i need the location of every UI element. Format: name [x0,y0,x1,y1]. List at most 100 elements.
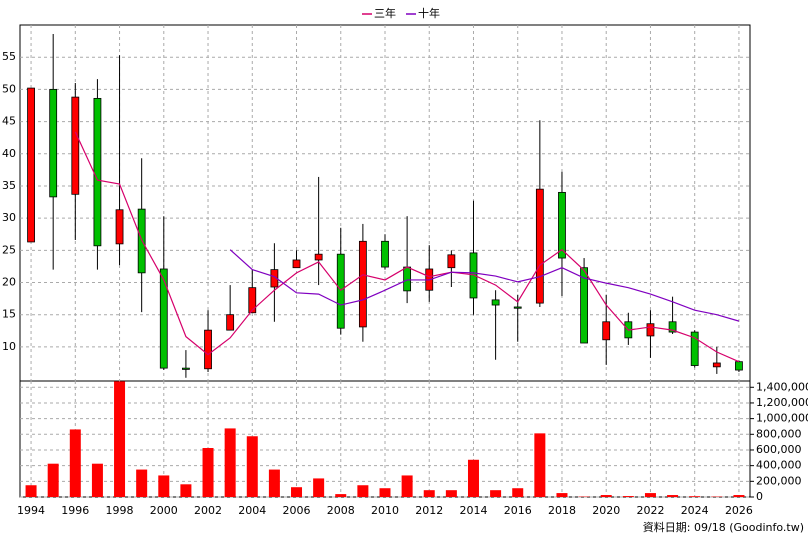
candle-body [447,254,456,269]
x-tick-label: 2008 [327,504,355,517]
candle-body [735,361,743,371]
x-tick-label: 1996 [61,504,89,517]
y-tick-label: 200,000 [756,474,802,487]
x-tick-label: 2004 [238,504,266,517]
volume-bar [644,493,656,497]
y-tick-label: 15 [2,308,16,321]
candle-body [712,362,721,368]
source-note: 資料日期: 09/18 (Goodinfo.tw) [643,520,804,534]
candle-body [204,329,212,370]
candle-body [336,253,345,329]
candle-body [358,240,367,328]
volume-bar [445,490,457,497]
x-tick-label: 2002 [194,504,222,517]
volume-bar [423,490,435,497]
candle-body [182,367,190,370]
candle-body [381,240,389,268]
volume-bar [512,488,524,497]
volume-bar [600,495,612,497]
volume-bar [136,469,148,497]
candle-body [71,96,80,195]
volume-bar [689,496,701,497]
volume-bar [291,487,303,497]
ma-line [229,249,740,322]
y-tick-label: 30 [2,211,16,224]
y-tick-label: 20 [2,276,16,289]
y-tick-label: 0 [756,490,763,503]
y-tick-label: 1,000,000 [756,412,808,425]
candle-body [270,269,279,288]
volume-bar [490,490,502,497]
volume-bar [733,495,745,497]
candle-body [248,287,257,314]
y-tick-label: 50 [2,82,16,95]
candle-body [159,268,168,369]
candle-body [580,267,588,344]
volume-bar [268,469,280,497]
x-tick-label: 2014 [459,504,487,517]
volume-bar [158,475,170,497]
y-tick-label: 45 [2,115,16,128]
volume-bar [379,488,391,497]
candle-body [49,88,58,198]
volume-bar [47,463,59,497]
x-tick-label: 1994 [17,504,45,517]
candle-body [558,191,566,259]
x-tick-label: 2000 [150,504,178,517]
y-tick-label: 1,400,000 [756,380,808,393]
candle-body [690,331,699,366]
x-tick-label: 2024 [681,504,709,517]
volume-bar [313,478,325,497]
y-tick-label: 35 [2,179,16,192]
legend-label: 三年 [374,6,396,20]
ma-line [74,131,740,363]
legend-label: 十年 [418,6,440,20]
candle-body [646,323,655,337]
y-tick-label: 40 [2,147,16,160]
volume-bar [69,429,81,497]
x-tick-label: 2006 [283,504,311,517]
volume-bar [667,495,679,497]
y-tick-label: 800,000 [756,427,802,440]
y-tick-label: 400,000 [756,459,802,472]
x-tick-label: 2016 [504,504,532,517]
x-tick-label: 1998 [106,504,134,517]
x-tick-label: 2022 [636,504,664,517]
x-tick-label: 2012 [415,504,443,517]
volume-bar [114,381,126,497]
x-tick-label: 2018 [548,504,576,517]
y-tick-label: 55 [2,50,16,63]
candle-body [314,253,323,261]
volume-bar [224,428,236,497]
candle-body [93,97,102,247]
candle-body [513,306,522,309]
candle-body [403,266,412,292]
candle-body [292,259,301,269]
y-tick-label: 10 [2,340,16,353]
volume-bar [357,485,369,497]
x-tick-label: 2020 [592,504,620,517]
candle-body [115,209,124,245]
candle-body [602,321,611,341]
volume-bar [180,484,192,497]
y-tick-label: 600,000 [756,443,802,456]
x-tick-label: 2010 [371,504,399,517]
volume-bar [556,493,568,497]
volume-bar [534,433,546,497]
candle-body [27,87,35,243]
candle-body [226,314,235,331]
volume-bar [91,463,103,497]
candle-body [535,188,544,304]
volume-bar [467,459,479,497]
volume-bar [25,485,37,497]
candle-body [668,321,677,333]
x-tick-label: 2026 [725,504,753,517]
y-tick-label: 25 [2,243,16,256]
volume-bar [622,496,634,497]
volume-bar [335,494,347,497]
volume-bar [202,448,214,497]
volume-bar [401,475,413,497]
volume-bar [246,436,258,497]
y-tick-label: 1,200,000 [756,396,808,409]
